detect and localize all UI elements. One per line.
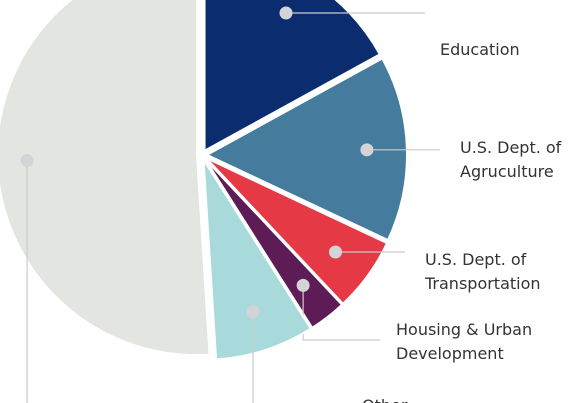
leader-dot <box>246 305 260 319</box>
slice-label: U.S. Dept. of Transportation <box>425 250 541 293</box>
pie-slice <box>202 159 313 361</box>
pie-slice <box>204 57 408 242</box>
pie-slice <box>0 0 211 357</box>
leader-dot <box>328 245 342 259</box>
pie-slice <box>203 0 382 153</box>
slice-label: U.S. Dept. of Agruculture <box>460 138 562 181</box>
slice-label: Housing & Urban Development <box>396 320 533 363</box>
pie-slice <box>205 157 389 306</box>
leader-line <box>302 285 380 341</box>
leader-dot <box>360 143 374 157</box>
slice-label: Education <box>440 40 520 59</box>
leader-dot <box>20 153 34 167</box>
leader-dot <box>296 278 310 292</box>
slice-label: Other <box>362 394 482 403</box>
leader-dot <box>279 6 293 20</box>
